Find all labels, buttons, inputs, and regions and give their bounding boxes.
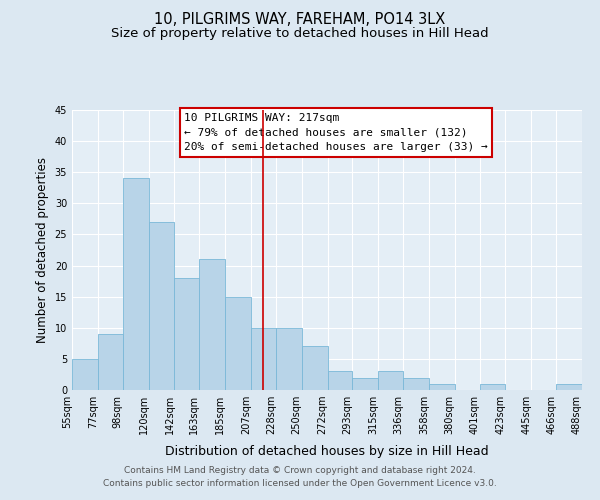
Bar — [98, 334, 122, 390]
Bar — [479, 384, 505, 390]
Bar — [72, 359, 98, 390]
Bar — [302, 346, 328, 390]
Bar — [175, 278, 199, 390]
Bar — [225, 296, 251, 390]
Text: 10 PILGRIMS WAY: 217sqm
← 79% of detached houses are smaller (132)
20% of semi-d: 10 PILGRIMS WAY: 217sqm ← 79% of detache… — [184, 113, 488, 152]
Bar — [276, 328, 302, 390]
Bar — [352, 378, 378, 390]
Bar — [328, 372, 352, 390]
Bar — [122, 178, 149, 390]
Bar — [378, 372, 403, 390]
Bar — [556, 384, 582, 390]
Y-axis label: Number of detached properties: Number of detached properties — [36, 157, 49, 343]
Text: 10, PILGRIMS WAY, FAREHAM, PO14 3LX: 10, PILGRIMS WAY, FAREHAM, PO14 3LX — [154, 12, 446, 28]
Text: Size of property relative to detached houses in Hill Head: Size of property relative to detached ho… — [111, 28, 489, 40]
Text: Contains HM Land Registry data © Crown copyright and database right 2024.
Contai: Contains HM Land Registry data © Crown c… — [103, 466, 497, 487]
Bar — [149, 222, 175, 390]
Bar — [403, 378, 429, 390]
X-axis label: Distribution of detached houses by size in Hill Head: Distribution of detached houses by size … — [165, 446, 489, 458]
Bar — [199, 260, 225, 390]
Bar — [251, 328, 276, 390]
Bar — [429, 384, 455, 390]
